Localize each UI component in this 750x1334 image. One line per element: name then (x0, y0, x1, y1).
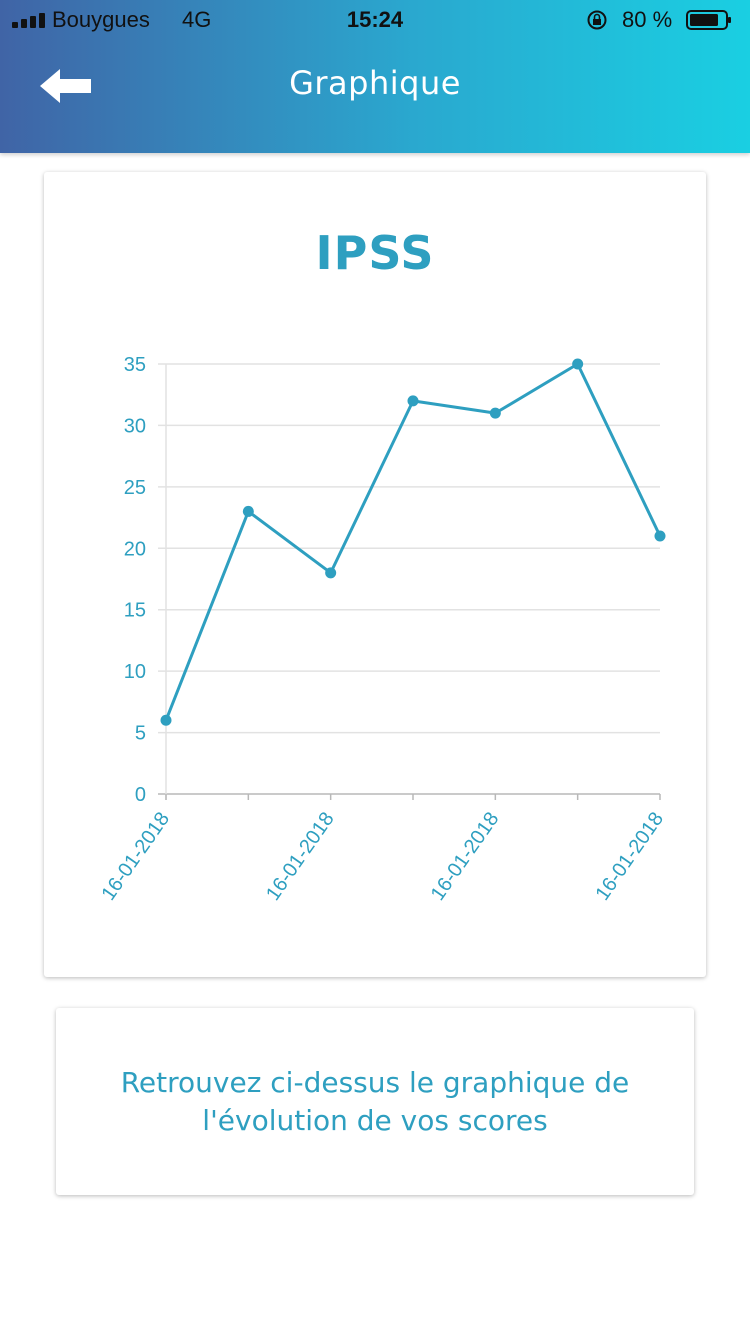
data-point (489, 407, 501, 419)
x-tick-label: 16-01-2018 (591, 808, 668, 904)
status-time: 15:24 (346, 7, 404, 32)
data-point (325, 567, 337, 579)
carrier-name: Bouygues (52, 7, 150, 32)
line-chart: 0 5 10 15 20 25 30 35 16-01-2018 16-01-2018 16-01-… (97, 354, 668, 905)
battery-percent: 80 % (622, 7, 673, 32)
app-header: Bouygues 4G 15:24 80 % Graphique (0, 0, 750, 153)
rotation-lock-icon (587, 10, 607, 30)
network-type: 4G (182, 7, 212, 32)
y-tick-label: 0 (135, 784, 146, 806)
arrow-left-icon[interactable] (38, 66, 94, 106)
y-tick-label: 5 (135, 723, 146, 745)
data-point (407, 395, 419, 407)
data-point (572, 358, 584, 370)
y-tick-label: 25 (124, 477, 146, 499)
page-title: Graphique (289, 64, 461, 102)
x-tick-label: 16-01-2018 (97, 808, 174, 904)
info-card: Retrouvez ci-dessus le graphique de l'év… (56, 1008, 694, 1195)
y-tick-label: 15 (124, 600, 146, 622)
data-point (160, 714, 172, 726)
data-point (242, 505, 254, 517)
status-bar: Bouygues 4G 15:24 80 % (0, 0, 750, 40)
info-text: Retrouvez ci-dessus le graphique de l'év… (120, 1065, 630, 1137)
x-tick-label: 16-01-2018 (427, 808, 504, 904)
y-tick-label: 20 (124, 538, 146, 560)
data-point (654, 530, 666, 542)
signal-icon (12, 12, 45, 28)
y-tick-label: 30 (124, 415, 146, 437)
x-tick-label: 16-01-2018 (262, 808, 339, 904)
y-tick-label: 10 (124, 661, 146, 683)
chart-title: IPSS (315, 226, 435, 280)
chart-card (44, 172, 706, 977)
battery-icon (686, 10, 731, 30)
series-line (164, 362, 662, 721)
y-tick-label: 35 (124, 354, 146, 376)
